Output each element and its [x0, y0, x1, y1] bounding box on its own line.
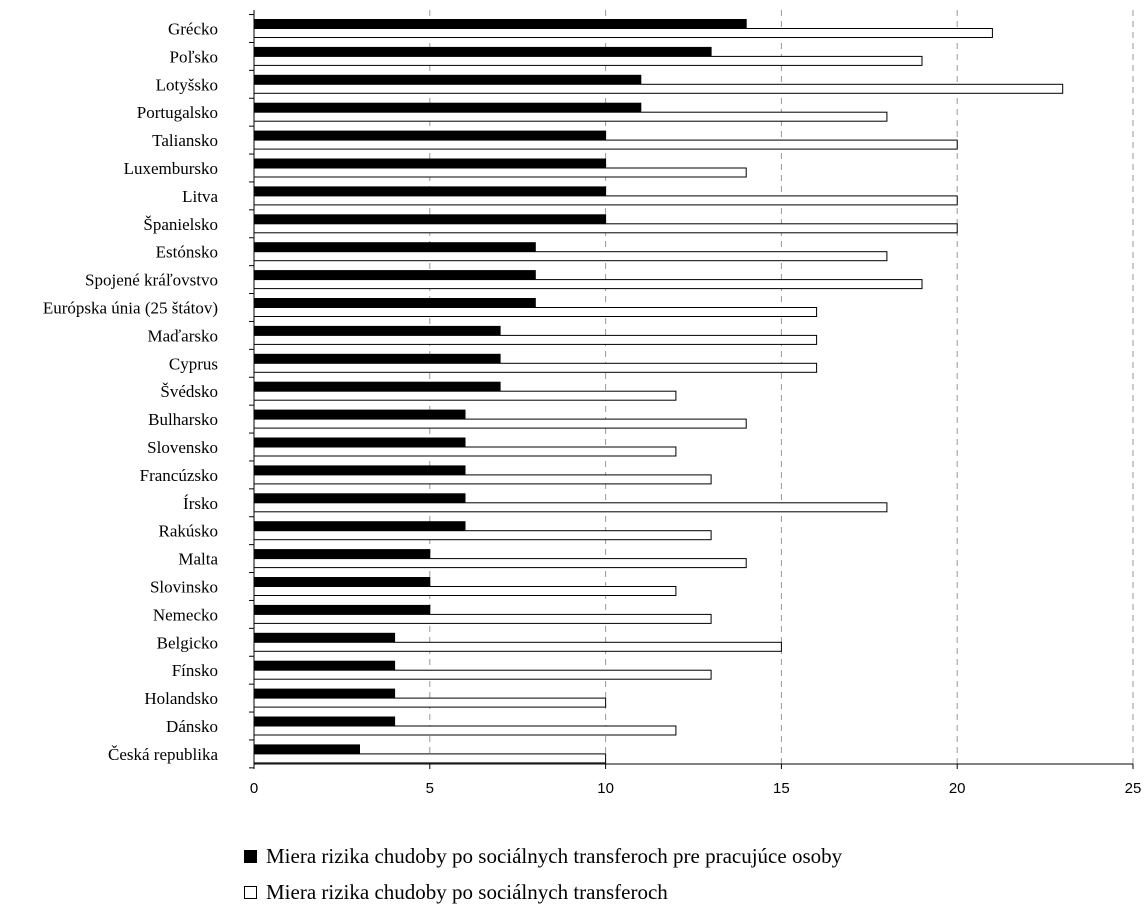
- bar-all-19: [253, 558, 747, 569]
- bar-all-13: [253, 390, 677, 401]
- legend-item-all: Miera rizika chudoby po sociálnych trans…: [244, 874, 842, 910]
- bar-chart: Grécko Poľsko Lotyšsko Portugalsko Taliansko…: [43, 10, 1142, 797]
- bar-all-23: [253, 669, 712, 680]
- bar-working-14: [253, 409, 466, 420]
- bar-all-26: [253, 753, 607, 764]
- axes: [249, 10, 1134, 769]
- bar-all-18: [253, 530, 712, 541]
- x-tick-label: 5: [426, 780, 434, 797]
- category-label: Nemecko: [153, 605, 218, 624]
- bar-working-9: [253, 270, 536, 281]
- bar-all-1: [253, 55, 923, 66]
- bar-working-12: [253, 353, 501, 364]
- bar-working-13: [253, 381, 501, 392]
- bar-all-22: [253, 641, 782, 652]
- bar-all-24: [253, 697, 607, 708]
- bar-working-8: [253, 242, 536, 253]
- bar-working-0: [253, 19, 747, 29]
- category-label: Fínsko: [172, 661, 218, 680]
- bar-all-14: [253, 418, 747, 429]
- legend-swatch-black: [244, 849, 257, 863]
- category-label: Maďarsko: [148, 326, 218, 345]
- category-label: Slovinsko: [150, 578, 218, 597]
- category-label: Španielsko: [143, 215, 218, 234]
- category-label: Česká republika: [108, 745, 218, 764]
- bar-working-17: [253, 493, 466, 504]
- legend: Miera rizika chudoby po sociálnych trans…: [244, 838, 842, 910]
- bars: [253, 19, 1064, 764]
- bar-all-8: [253, 251, 888, 262]
- category-label: Rakúsko: [159, 522, 219, 541]
- bar-all-12: [253, 362, 818, 373]
- x-tick-label: 10: [597, 780, 614, 797]
- category-label: Dánsko: [166, 717, 218, 736]
- bar-working-7: [253, 214, 607, 225]
- category-label: Bulharsko: [148, 410, 218, 429]
- bar-working-18: [253, 521, 466, 532]
- category-label: Švédsko: [160, 382, 218, 401]
- bar-all-21: [253, 613, 712, 624]
- bar-all-16: [253, 474, 712, 485]
- bar-all-7: [253, 223, 958, 234]
- bar-working-11: [253, 325, 501, 336]
- bar-working-1: [253, 46, 712, 57]
- category-label: Lotyšsko: [156, 75, 218, 94]
- bar-all-25: [253, 725, 677, 736]
- bar-all-3: [253, 111, 888, 122]
- category-label: Cyprus: [169, 354, 218, 373]
- legend-swatch-white: [244, 885, 257, 899]
- bar-working-24: [253, 688, 396, 699]
- category-label: Holandsko: [144, 689, 218, 708]
- bar-all-11: [253, 334, 818, 345]
- category-label: Malta: [178, 550, 218, 569]
- legend-label-working: Miera rizika chudoby po sociálnych trans…: [266, 843, 843, 868]
- x-tick-labels: 0 5 10 15 20 25: [250, 780, 1142, 797]
- x-tick-label: 25: [1125, 780, 1142, 797]
- x-tick-label: 20: [949, 780, 966, 797]
- bar-all-10: [253, 307, 818, 317]
- bar-working-25: [253, 716, 396, 727]
- bar-all-6: [253, 195, 958, 206]
- bar-all-2: [253, 83, 1064, 94]
- bar-working-15: [253, 437, 466, 448]
- category-label: Poľsko: [170, 47, 218, 66]
- bar-working-16: [253, 465, 466, 476]
- category-labels: Grécko Poľsko Lotyšsko Portugalsko Taliansko…: [43, 20, 219, 764]
- bar-working-2: [253, 74, 642, 85]
- bar-working-23: [253, 660, 396, 671]
- category-label: Írsko: [183, 494, 218, 513]
- category-label: Estónsko: [156, 243, 218, 262]
- legend-label-all: Miera rizika chudoby po sociálnych trans…: [266, 879, 668, 904]
- bar-all-5: [253, 167, 747, 178]
- bar-working-10: [253, 298, 536, 308]
- category-label: Európska únia (25 štátov): [43, 299, 218, 318]
- category-label: Taliansko: [152, 131, 218, 150]
- x-tick-label: 0: [250, 780, 258, 797]
- bar-all-0: [253, 28, 993, 38]
- bar-working-20: [253, 577, 431, 587]
- category-label: Grécko: [168, 20, 218, 39]
- bar-all-20: [253, 586, 677, 596]
- category-label: Slovensko: [147, 438, 218, 457]
- legend-item-working: Miera rizika chudoby po sociálnych trans…: [244, 838, 842, 874]
- category-label: Belgicko: [157, 633, 218, 652]
- category-label: Spojené kráľovstvo: [85, 271, 218, 290]
- bar-working-21: [253, 604, 431, 615]
- category-label: Portugalsko: [137, 103, 218, 122]
- bar-all-15: [253, 446, 677, 457]
- bar-working-19: [253, 549, 431, 560]
- category-label: Litva: [182, 187, 218, 206]
- bar-all-17: [253, 502, 888, 513]
- bar-working-26: [253, 744, 360, 755]
- bar-working-4: [253, 130, 607, 141]
- bar-working-5: [253, 158, 607, 169]
- bar-working-3: [253, 102, 642, 113]
- bar-all-4: [253, 139, 958, 150]
- x-tick-label: 15: [773, 780, 790, 797]
- bar-working-22: [253, 632, 396, 643]
- bar-all-9: [253, 279, 923, 290]
- bar-working-6: [253, 186, 607, 197]
- category-label: Luxembursko: [124, 159, 218, 178]
- category-label: Francúzsko: [140, 466, 218, 485]
